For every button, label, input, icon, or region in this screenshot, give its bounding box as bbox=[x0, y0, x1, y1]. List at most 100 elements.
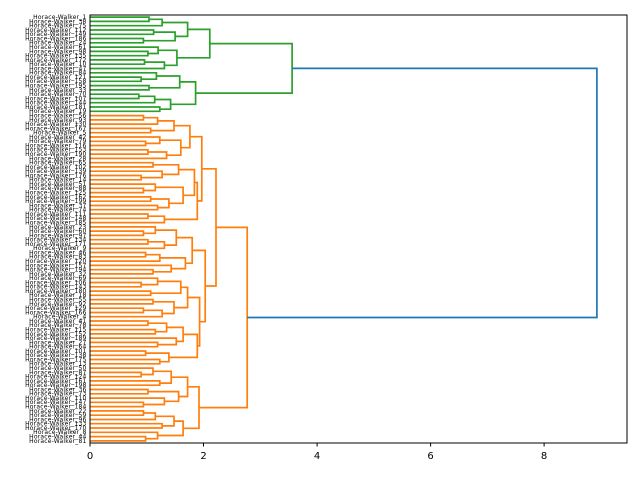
leaf-label: Horace-Walker_92 bbox=[29, 301, 86, 308]
leaf-label: Horace-Walker_115 bbox=[25, 327, 86, 334]
leaf-label: Horace-Walker_138 bbox=[25, 352, 86, 359]
leaf-label: Horace-Walker_1 bbox=[33, 14, 86, 21]
leaf-label: Horace-Walker_47 bbox=[29, 65, 86, 72]
leaf-label: Horace-Walker_102 bbox=[25, 164, 86, 171]
leaf-label: Horace-Walker_171 bbox=[25, 241, 86, 248]
leaf-label: Horace-Walker_194 bbox=[25, 267, 86, 274]
leaf-label: Horace-Walker_36 bbox=[29, 386, 86, 393]
leaf-label: Horace-Walker_185 bbox=[25, 220, 86, 227]
leaf-label: Horace-Walker_4 bbox=[33, 314, 86, 321]
leaf-label: Horace-Walker_61 bbox=[29, 44, 86, 51]
leaf-label: Horace-Walker_28 bbox=[29, 155, 86, 162]
x-tick-label: 8 bbox=[541, 451, 547, 462]
leaf-label: Horace-Walker_41 bbox=[29, 318, 86, 325]
leaf-label: Horace-Walker_78 bbox=[29, 322, 86, 329]
x-tick-label: 4 bbox=[314, 451, 320, 462]
leaf-label: Horace-Walker_60 bbox=[29, 228, 86, 235]
top-cluster-links bbox=[90, 16, 293, 113]
leaf-label: Horace-Walker_69 bbox=[29, 275, 86, 282]
leaf-label: Horace-Walker_130 bbox=[25, 121, 86, 128]
leaf-label: Horace-Walker_198 bbox=[25, 382, 86, 389]
leaf-label: Horace-Walker_161 bbox=[25, 378, 86, 385]
leaf-label: Horace-Walker_9 bbox=[33, 245, 86, 252]
leaf-label: Horace-Walker_189 bbox=[25, 335, 86, 342]
leaf-label: Horace-Walker_121 bbox=[25, 74, 86, 81]
leaf-label: Horace-Walker_14 bbox=[29, 177, 86, 184]
leaf-label: Horace-Walker_81 bbox=[29, 438, 86, 445]
leaf-label: Horace-Walker_180 bbox=[25, 288, 86, 295]
leaf-label: Horace-Walker_33 bbox=[29, 87, 86, 94]
leaf-label: Horace-Walker_139 bbox=[25, 168, 86, 175]
leaf-label: Horace-Walker_148 bbox=[25, 215, 86, 222]
leaf-label: Horace-Walker_51 bbox=[29, 181, 86, 188]
leaf-label: Horace-Walker_24 bbox=[29, 40, 86, 47]
leaf-label: Horace-Walker_116 bbox=[25, 142, 86, 149]
leaf-label: Horace-Walker_125 bbox=[25, 190, 86, 197]
leaf-label: Horace-Walker_120 bbox=[25, 258, 86, 265]
leaf-label: Horace-Walker_107 bbox=[25, 95, 86, 102]
x-tick-label: 6 bbox=[427, 451, 433, 462]
leaf-label: Horace-Walker_110 bbox=[25, 395, 86, 402]
axes-frame bbox=[89, 14, 628, 444]
leaf-label: Horace-Walker_65 bbox=[29, 160, 86, 167]
leaf-label: Horace-Walker_87 bbox=[29, 369, 86, 376]
leaf-label: Horace-Walker_176 bbox=[25, 172, 86, 179]
leaf-label: Horace-Walker_32 bbox=[29, 271, 86, 278]
leaf-label: Horace-Walker_84 bbox=[29, 70, 86, 77]
leaf-label: Horace-Walker_46 bbox=[29, 249, 86, 256]
leaf-label: Horace-Walker_64 bbox=[29, 344, 86, 351]
x-tick-label: 0 bbox=[87, 451, 93, 462]
leaf-label: Horace-Walker_190 bbox=[25, 151, 86, 158]
leaf-label: Horace-Walker_111 bbox=[25, 211, 86, 218]
leaf-label: Horace-Walker_88 bbox=[29, 185, 86, 192]
leaf-label: Horace-Walker_106 bbox=[25, 279, 86, 286]
leaf-label: Horace-Walker_18 bbox=[29, 292, 86, 299]
leaf-label: Horace-Walker_83 bbox=[29, 254, 86, 261]
leaf-label: Horace-Walker_19 bbox=[29, 108, 86, 115]
leaf-label: Horace-Walker_129 bbox=[25, 305, 86, 312]
leaf-label: Horace-Walker_22 bbox=[29, 408, 86, 415]
leaf-label: Horace-Walker_27 bbox=[29, 339, 86, 346]
leaf-label: Horace-Walker_167 bbox=[25, 125, 86, 132]
leaf-label: Horace-Walker_101 bbox=[25, 348, 86, 355]
leaf-label: Horace-Walker_181 bbox=[25, 104, 86, 111]
leaf-label: Horace-Walker_158 bbox=[25, 78, 86, 85]
leaf-label: Horace-Walker_135 bbox=[25, 53, 86, 60]
leaf-label: Horace-Walker_59 bbox=[29, 412, 86, 419]
leaf-label: Horace-Walker_172 bbox=[25, 57, 86, 64]
leaf-label: Horace-Walker_93 bbox=[29, 117, 86, 124]
leaf-label: Horace-Walker_186 bbox=[25, 35, 86, 42]
leaf-label: Horace-Walker_134 bbox=[25, 237, 86, 244]
leaf-label: Horace-Walker_143 bbox=[25, 284, 86, 291]
leaf-label: Horace-Walker_56 bbox=[29, 113, 86, 120]
leaf-label: Horace-Walker_144 bbox=[25, 100, 86, 107]
leaf-label: Horace-Walker_195 bbox=[25, 83, 86, 90]
leaf-label: Horace-Walker_37 bbox=[29, 202, 86, 209]
x-tick-label: 2 bbox=[200, 451, 206, 462]
leaf-label: Horace-Walker_98 bbox=[29, 48, 86, 55]
leaf-label: Horace-Walker_50 bbox=[29, 365, 86, 372]
leaf-label: Horace-Walker_162 bbox=[25, 194, 86, 201]
leaf-label: Horace-Walker_199 bbox=[25, 198, 86, 205]
leaf-label: Horace-Walker_8 bbox=[33, 429, 86, 436]
bottom-cluster-links bbox=[90, 114, 249, 442]
leaf-label: Horace-Walker_73 bbox=[29, 391, 86, 398]
leaf-label: Horace-Walker_112 bbox=[25, 27, 86, 34]
leaf-label: Horace-Walker_170 bbox=[25, 425, 86, 432]
leaf-label: Horace-Walker_70 bbox=[29, 91, 86, 98]
leaf-label: Horace-Walker_96 bbox=[29, 416, 86, 423]
leaf-label: Horace-Walker_166 bbox=[25, 309, 86, 316]
leaf-label: Horace-Walker_79 bbox=[29, 138, 86, 145]
leaf-label: Horace-Walker_133 bbox=[25, 421, 86, 428]
leaf-label: Horace-Walker_153 bbox=[25, 147, 86, 154]
leaf-label: Horace-Walker_97 bbox=[29, 232, 86, 239]
leaf-label: Horace-Walker_38 bbox=[29, 18, 86, 25]
leaf-label: Horace-Walker_74 bbox=[29, 207, 86, 214]
leaf-label: Horace-Walker_152 bbox=[25, 331, 86, 338]
leaf-label: Horace-Walker_55 bbox=[29, 297, 86, 304]
leaf-label: Horace-Walker_149 bbox=[25, 31, 86, 38]
leaf-label: Horace-Walker_175 bbox=[25, 356, 86, 363]
root-link bbox=[247, 67, 598, 319]
